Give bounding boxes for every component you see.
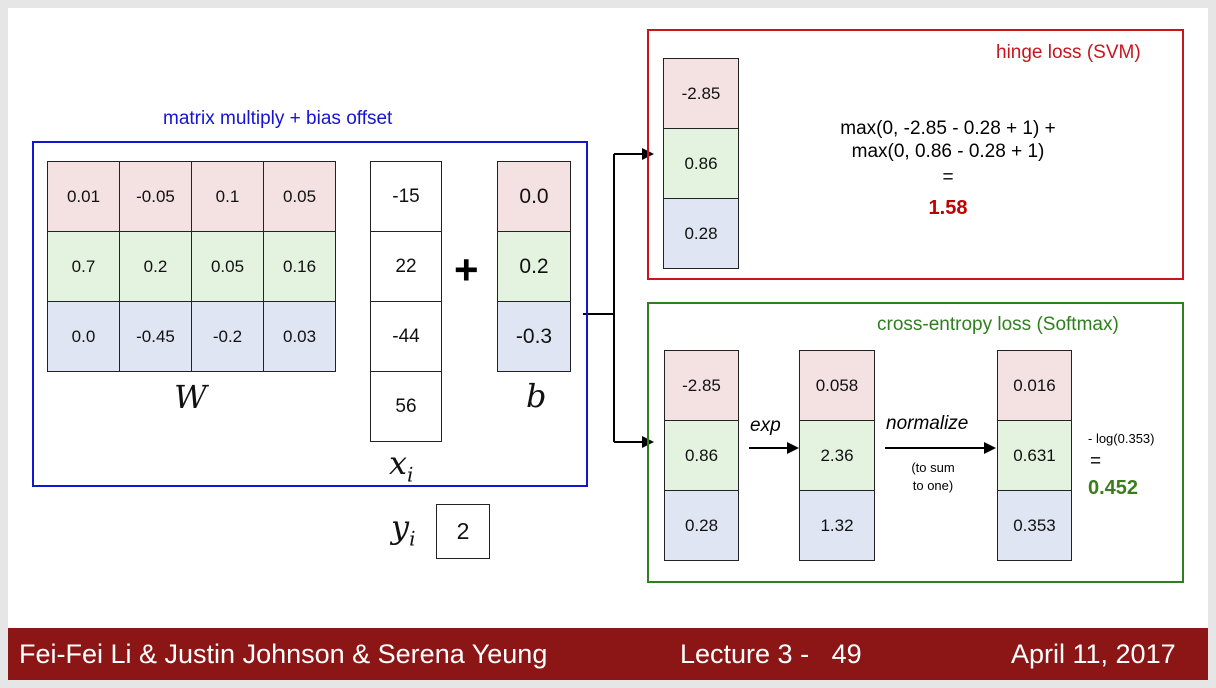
w-cell: -0.45 [119,301,192,372]
b-cell: 0.0 [497,161,571,232]
w-cell: -0.2 [191,301,264,372]
w-cell: 0.1 [191,161,264,232]
exp-value-cell: 2.36 [799,420,875,491]
softmax-score-cell: 0.86 [664,420,739,491]
plus-sign: + [454,246,479,293]
exp-value-cell: 0.058 [799,350,875,421]
w-cell: 0.16 [263,231,336,302]
hinge-equals: = [942,167,954,188]
w-cell: 0.03 [263,301,336,372]
footer-authors: Fei-Fei Li & Justin Johnson & Serena Yeu… [19,639,548,669]
b-label: b [526,377,547,415]
x-cell: 56 [370,371,442,442]
footer-date: April 11, 2017 [1011,639,1176,669]
matrix-multiply-frame [32,141,588,487]
normalize-note-line1: (to sum [911,460,955,475]
footer-bar: Fei-Fei Li & Justin Johnson & Serena Yeu… [8,628,1208,680]
y-label-base: y [391,508,410,546]
x-cell: 22 [370,231,442,302]
softmax-score-cell: 0.28 [664,490,739,561]
w-label: W [174,378,207,416]
softmax-score-cell: -2.85 [664,350,739,421]
x-cell: -15 [370,161,442,232]
w-cell: -0.05 [119,161,192,232]
x-cell: -44 [370,301,442,372]
b-cell: 0.2 [497,231,571,302]
hinge-score-cell: 0.28 [663,198,739,269]
normalize-note-line2: to one) [912,478,954,493]
hinge-formula-line2: max(0, 0.86 - 0.28 + 1) [851,141,1045,162]
softmax-loss-expression: - log(0.353) [1088,431,1155,446]
softmax-loss-frame [647,302,1184,583]
w-cell: 0.01 [47,161,120,232]
y-label: yi [391,508,415,550]
hinge-score-cell: 0.86 [663,128,739,199]
hinge-loss-frame [647,29,1184,280]
probability-cell: 0.631 [997,420,1072,491]
x-label: xi [389,444,413,486]
y-value-box: 2 [436,504,490,559]
w-cell: 0.05 [191,231,264,302]
x-label-base: x [389,444,408,482]
x-label-subscript: i [407,462,414,487]
hinge-loss-title: hinge loss (SVM) [996,42,1141,63]
probability-cell: 0.353 [997,490,1072,561]
softmax-loss-title: cross-entropy loss (Softmax) [877,314,1119,335]
matrix-multiply-title: matrix multiply + bias offset [163,108,393,129]
slide: matrix multiply + bias offset 0.01 -0.05… [8,8,1208,680]
w-cell: 0.05 [263,161,336,232]
footer-lecture: Lecture 3 - 49 [680,639,862,669]
softmax-result: 0.452 [1088,477,1139,499]
softmax-equals: = [1090,451,1102,472]
hinge-score-cell: -2.85 [663,58,739,129]
exp-label: exp [750,415,781,436]
exp-value-cell: 1.32 [799,490,875,561]
y-label-subscript: i [409,526,416,551]
hinge-formula-line1: max(0, -2.85 - 0.28 + 1) + [840,118,1056,139]
normalize-label: normalize [886,413,969,434]
w-cell: 0.7 [47,231,120,302]
hinge-result: 1.58 [928,197,968,219]
probability-cell: 0.016 [997,350,1072,421]
w-cell: 0.2 [119,231,192,302]
b-cell: -0.3 [497,301,571,372]
w-cell: 0.0 [47,301,120,372]
